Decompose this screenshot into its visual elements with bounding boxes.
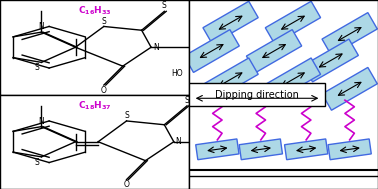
Polygon shape [265,1,321,44]
Polygon shape [239,139,282,160]
Polygon shape [328,139,371,160]
Polygon shape [196,139,239,160]
Text: HO: HO [172,69,183,78]
Text: N: N [39,22,44,31]
Text: S: S [35,63,40,72]
Text: S: S [124,111,129,120]
Text: N: N [153,43,159,52]
Polygon shape [303,39,358,82]
Polygon shape [285,139,328,160]
Polygon shape [184,30,239,72]
Text: Dipping direction: Dipping direction [215,90,299,99]
Polygon shape [203,1,258,44]
Polygon shape [203,58,258,101]
Text: S: S [162,1,167,10]
Polygon shape [322,67,377,110]
Text: N: N [176,137,181,146]
Text: N: N [39,117,44,126]
Text: O: O [101,86,107,95]
Text: O: O [225,66,231,75]
Polygon shape [246,30,302,72]
Text: $\mathregular{C_{18}H_{37}}$: $\mathregular{C_{18}H_{37}}$ [78,99,111,112]
Polygon shape [265,58,321,101]
Text: S: S [35,158,40,167]
Text: O: O [124,180,130,189]
Text: S: S [184,96,189,105]
Polygon shape [322,13,377,55]
Text: O: O [248,161,253,170]
Text: $\mathregular{C_{16}H_{33}}$: $\mathregular{C_{16}H_{33}}$ [77,5,112,17]
Text: HO: HO [194,164,206,173]
Text: S: S [101,16,106,26]
FancyBboxPatch shape [189,83,325,106]
